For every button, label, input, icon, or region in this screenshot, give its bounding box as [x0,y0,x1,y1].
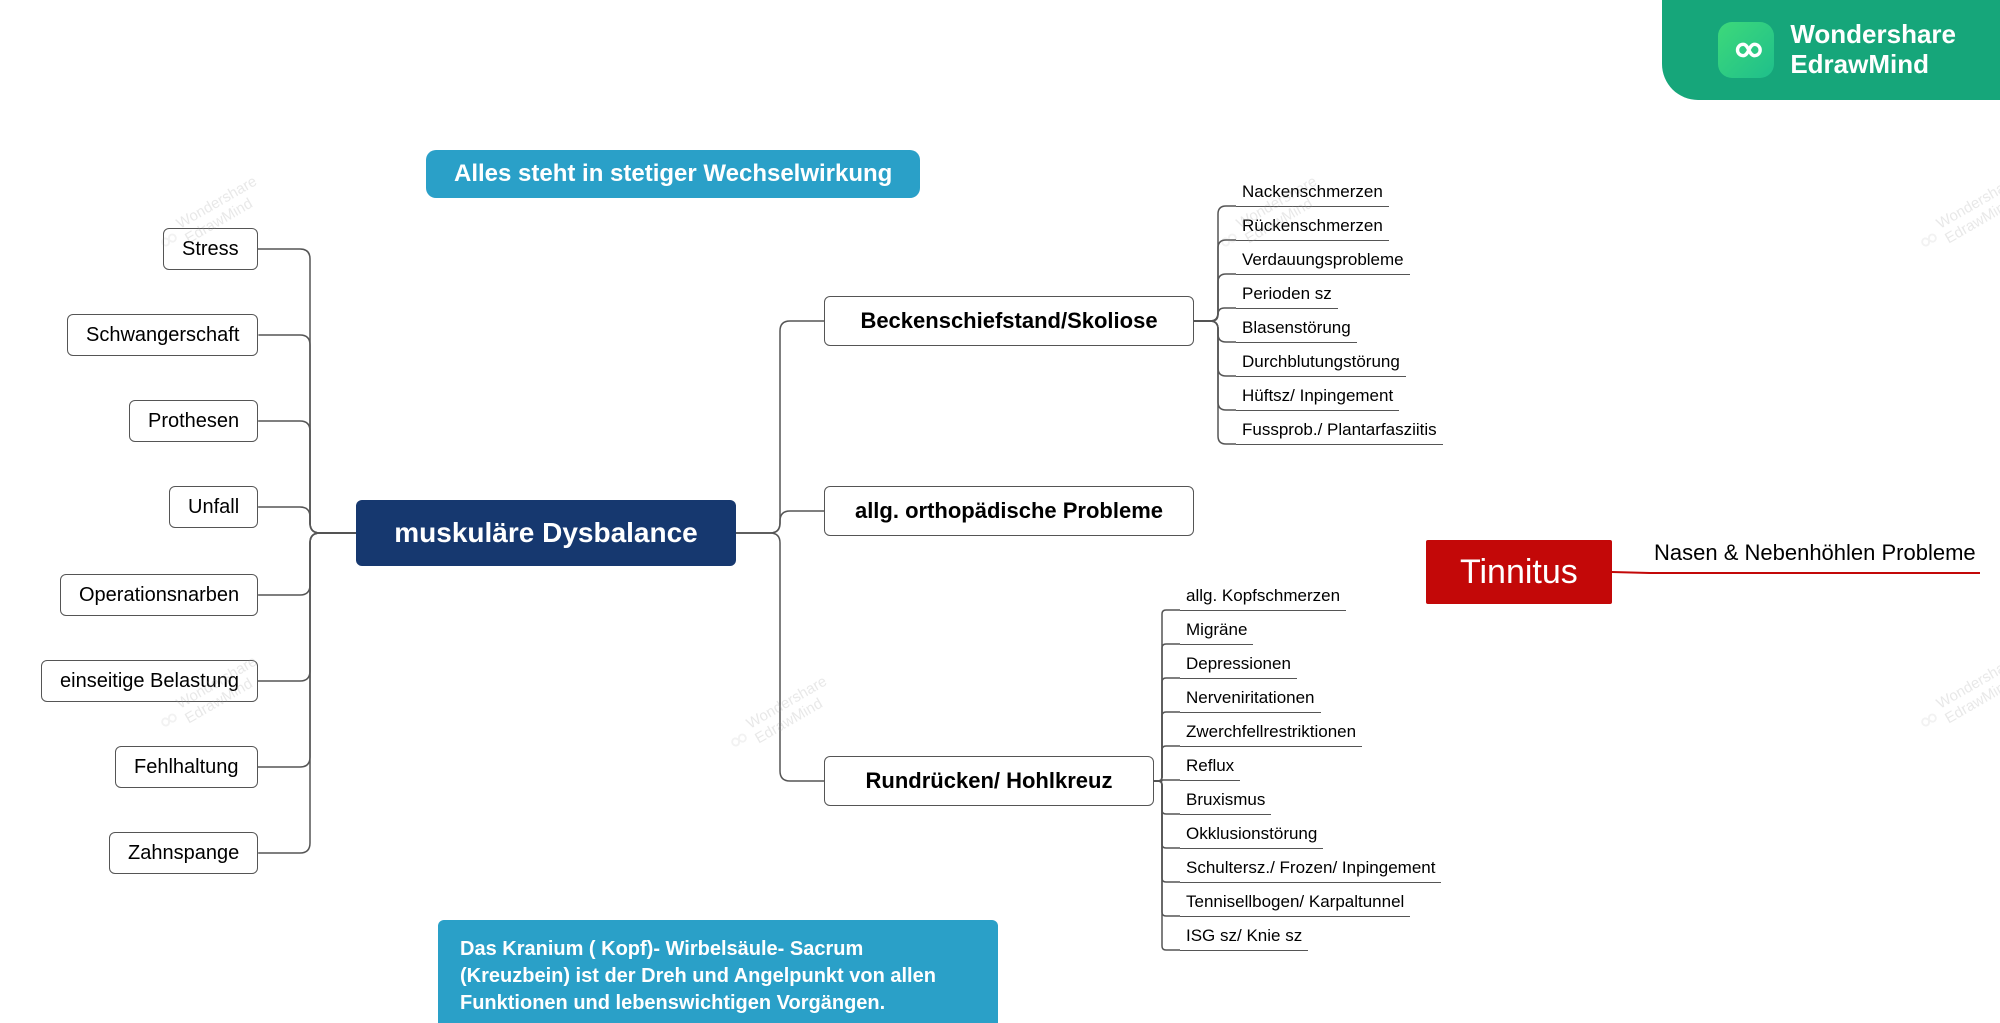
leaf-node: Bruxismus [1180,784,1271,815]
leaf-node: Verdauungsprobleme [1236,244,1410,275]
leaf-node: Okklusionstörung [1180,818,1323,849]
brand-text: Wondershare EdrawMind [1790,20,1956,80]
leaf-node: Durchblutungstörung [1236,346,1406,377]
tinnitus-leaf: Nasen & Nebenhöhlen Probleme [1650,540,1980,574]
leaf-node: Schultersz./ Frozen/ Inpingement [1180,852,1441,883]
leaf-node: Tennisellbogen/ Karpaltunnel [1180,886,1410,917]
left-input-node: Schwangerschaft [67,314,258,356]
left-input-node: Operationsnarben [60,574,258,616]
tinnitus-node: Tinnitus [1426,540,1612,604]
left-input-node: Stress [163,228,258,270]
watermark: WondershareEdrawMind [1909,653,2000,741]
right-branch-node: Beckenschiefstand/Skoliose [824,296,1194,346]
brand-line2: EdrawMind [1790,50,1956,80]
brand-line1: Wondershare [1790,20,1956,50]
left-input-node: Fehlhaltung [115,746,258,788]
brand-badge: Wondershare EdrawMind [1662,0,2000,100]
leaf-node: Zwerchfellrestriktionen [1180,716,1362,747]
leaf-node: Depressionen [1180,648,1297,679]
brand-logo-icon [1718,22,1774,78]
leaf-node: Fussprob./ Plantarfasziitis [1236,414,1443,445]
leaf-node: Reflux [1180,750,1240,781]
leaf-node: allg. Kopfschmerzen [1180,580,1346,611]
leaf-node: Migräne [1180,614,1253,645]
watermark: WondershareEdrawMind [1909,173,2000,261]
leaf-node: Nackenschmerzen [1236,176,1389,207]
left-input-node: Zahnspange [109,832,258,874]
callout-bottom: Das Kranium ( Kopf)- Wirbelsäule- Sacrum… [438,920,998,1023]
leaf-node: Nerveniritationen [1180,682,1321,713]
leaf-node: Perioden sz [1236,278,1338,309]
right-branch-node: allg. orthopädische Probleme [824,486,1194,536]
watermark: WondershareEdrawMind [719,673,838,761]
infinity-icon [1729,33,1763,67]
leaf-node: Hüftsz/ Inpingement [1236,380,1399,411]
leaf-node: Blasenstörung [1236,312,1357,343]
left-input-node: Unfall [169,486,258,528]
right-branch-node: Rundrücken/ Hohlkreuz [824,756,1154,806]
leaf-node: ISG sz/ Knie sz [1180,920,1308,951]
callout-top: Alles steht in stetiger Wechselwirkung [426,150,920,198]
left-input-node: einseitige Belastung [41,660,258,702]
leaf-node: Rückenschmerzen [1236,210,1389,241]
left-input-node: Prothesen [129,400,258,442]
center-node: muskuläre Dysbalance [356,500,736,566]
